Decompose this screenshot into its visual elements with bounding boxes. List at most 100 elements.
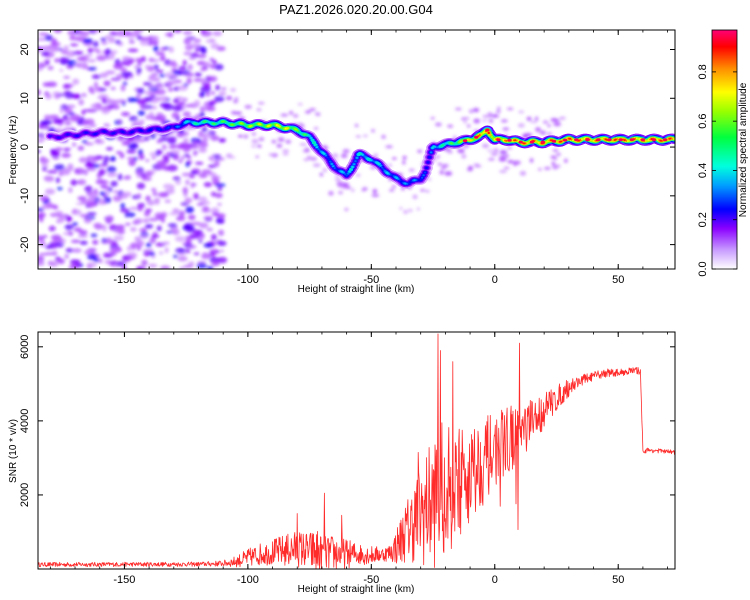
noise-blob — [200, 30, 207, 34]
noise-blob — [178, 159, 183, 164]
noise-blob — [113, 63, 123, 70]
noise-blob — [41, 163, 49, 169]
noise-blob — [199, 111, 205, 118]
noise-blob — [500, 119, 508, 123]
noise-blob — [89, 124, 98, 128]
ridge-hotspot — [551, 139, 557, 143]
noise-blob — [210, 135, 220, 141]
ridge-mark — [327, 158, 331, 161]
noise-blob — [257, 101, 265, 105]
noise-blob — [547, 124, 551, 128]
noise-blob — [472, 108, 480, 113]
ridge-mark — [349, 168, 353, 171]
noise-blob — [110, 77, 121, 81]
ridge-mark — [382, 168, 385, 171]
y-tick-label: -10 — [19, 188, 31, 204]
noise-blob — [74, 167, 85, 175]
noise-blob — [167, 87, 174, 92]
noise-blob — [206, 227, 214, 232]
noise-blob — [151, 234, 160, 239]
noise-blob — [119, 208, 131, 213]
noise-blob — [334, 177, 342, 182]
noise-blob — [385, 145, 393, 149]
noise-blob — [211, 176, 219, 182]
noise-blob — [50, 149, 60, 156]
noise-blob — [208, 101, 216, 106]
noise-blob — [137, 204, 144, 212]
noise-blob — [157, 192, 169, 198]
noise-blob — [220, 249, 225, 253]
ridge-hotspot — [540, 140, 546, 144]
noise-blob — [63, 84, 71, 88]
noise-blob — [64, 253, 69, 259]
noise-blob — [361, 188, 366, 192]
ridge-hotspot — [596, 138, 601, 142]
noise-blob — [77, 145, 85, 151]
noise-blob — [90, 48, 100, 52]
noise-blob — [243, 134, 249, 139]
noise-blob — [184, 248, 191, 254]
noise-blob — [140, 233, 148, 239]
noise-blob — [70, 179, 77, 186]
noise-blob — [102, 227, 107, 232]
noise-blob — [502, 153, 510, 159]
noise-blob — [285, 139, 292, 144]
noise-blob — [87, 59, 96, 63]
noise-blob — [234, 111, 242, 115]
noise-blob — [486, 149, 495, 152]
ridge-mark — [332, 165, 335, 168]
noise-blob — [180, 202, 190, 206]
noise-blob — [154, 197, 161, 202]
noise-blob — [499, 170, 507, 173]
snr-axes: -150 -100 -50 0 50 2000 4000 6000 — [19, 332, 675, 586]
noise-blob — [354, 123, 359, 128]
noise-blob — [149, 237, 156, 244]
noise-blob — [196, 263, 207, 269]
noise-blob — [187, 214, 196, 221]
noise-blob — [61, 170, 71, 175]
noise-blob — [444, 171, 453, 176]
x-tick-label: -50 — [363, 274, 379, 286]
noise-blob — [79, 240, 88, 246]
y-tick-label: 6000 — [19, 335, 31, 359]
noise-blob — [152, 35, 160, 43]
noise-blob — [123, 76, 130, 80]
noise-blob — [48, 261, 59, 267]
noise-blob — [38, 37, 47, 41]
ridge-mark — [330, 163, 334, 165]
noise-blob — [168, 212, 180, 216]
noise-blob — [271, 139, 277, 144]
noise-blob — [288, 110, 294, 115]
noise-blob — [343, 182, 349, 186]
noise-blob — [38, 139, 45, 143]
noise-blob — [371, 194, 380, 197]
noise-blob — [64, 121, 72, 125]
noise-blob — [105, 237, 113, 243]
snr-ylabel: SNR (10 * v/v) — [8, 419, 19, 483]
noise-blob — [160, 216, 166, 223]
noise-blob — [77, 179, 87, 186]
noise-blob — [128, 36, 135, 41]
noise-blob — [210, 43, 220, 50]
noise-blob — [292, 113, 299, 118]
ridge-mark — [354, 160, 357, 163]
noise-blob — [126, 149, 137, 154]
noise-blob — [162, 183, 174, 190]
noise-blob — [373, 153, 378, 157]
noise-blob — [496, 106, 501, 110]
noise-blob — [155, 69, 164, 73]
noise-blob — [65, 247, 74, 253]
noise-blob — [78, 99, 85, 106]
noise-blob — [59, 68, 64, 72]
noise-blob — [104, 35, 112, 40]
noise-blob — [156, 225, 162, 232]
noise-blob — [416, 207, 421, 211]
noise-blob — [92, 239, 99, 245]
snr-panel: -150 -100 -50 0 50 2000 4000 6000 Height of str… — [8, 331, 676, 595]
colorbar-tick-label: 0.0 — [697, 261, 709, 276]
noise-blob — [181, 172, 193, 177]
noise-blob — [38, 260, 45, 265]
noise-blob — [98, 258, 103, 264]
noise-blob — [145, 242, 152, 248]
noise-blob — [173, 254, 179, 259]
